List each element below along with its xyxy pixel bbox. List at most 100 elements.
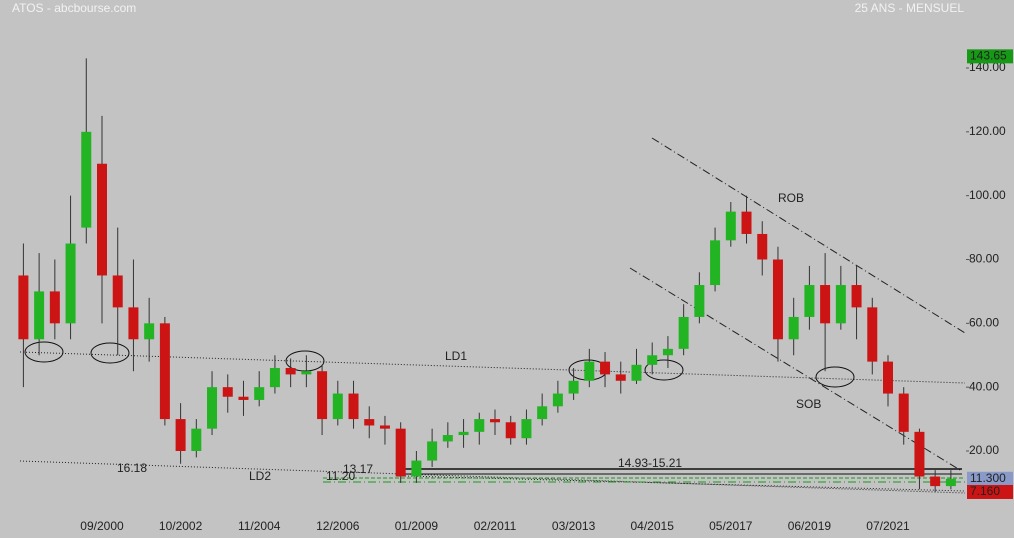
candle-body: [254, 387, 265, 400]
candle-body: [914, 431, 925, 477]
x-tick-label: 04/2015: [631, 519, 675, 533]
y-tick-label: 100.00: [969, 188, 1006, 202]
candle-body: [772, 259, 783, 340]
candle-body: [883, 361, 893, 394]
candle-body: [710, 240, 721, 286]
candle-body: [945, 478, 956, 487]
circle-marker: [815, 366, 855, 388]
x-tick-label: 10/2002: [159, 519, 203, 533]
candle-body: [411, 460, 422, 477]
x-tick-label: 01/2009: [395, 519, 439, 533]
annotation: 14.93-15.21: [618, 456, 682, 470]
annotation: 16.18: [117, 461, 147, 475]
candle-body: [835, 285, 846, 324]
candle-body: [97, 163, 107, 276]
annotation: LD1: [445, 349, 467, 363]
candle-body: [662, 348, 673, 356]
y-tick-label: 20.00: [969, 443, 999, 457]
candle-body: [600, 361, 611, 375]
price-tag: [967, 484, 1013, 499]
candle-body: [757, 233, 768, 260]
x-tick-label: 03/2013: [552, 519, 596, 533]
channel-line: [651, 137, 966, 334]
candle-body: [427, 441, 438, 461]
candle-body: [379, 425, 390, 429]
candle-body: [631, 364, 642, 381]
circle-marker: [285, 350, 325, 372]
annotation: 13.17: [343, 462, 373, 476]
candle-body: [144, 323, 155, 340]
y-tick-label: 80.00: [969, 252, 999, 266]
candle-body: [285, 368, 296, 375]
candle-body: [804, 285, 815, 317]
candle-body: [112, 275, 123, 308]
candle-body: [81, 131, 92, 228]
price-tag-label: 11.300: [970, 471, 1006, 485]
y-tick-label: 120.00: [969, 124, 1006, 138]
channel-line: [629, 267, 961, 471]
candle-body: [490, 419, 500, 423]
candle-body: [269, 368, 280, 388]
price-tag-label: 7.160: [970, 484, 1000, 498]
candle-body: [741, 211, 752, 234]
candle-body: [521, 419, 532, 439]
x-tick-label: 02/2011: [474, 519, 517, 533]
y-tick-label: 140.00: [969, 60, 1006, 74]
annotation: 11.20: [326, 469, 355, 483]
x-tick-label: 11/2004: [238, 519, 281, 533]
candle-body: [34, 291, 45, 340]
candle-body: [867, 307, 878, 362]
candle-body: [458, 431, 469, 436]
chart-subtitle: 25 ANS - MENSUEL: [855, 1, 965, 15]
candle-body: [301, 371, 312, 375]
candle-body: [49, 291, 60, 324]
annotation: LD2: [249, 469, 271, 483]
candle-body: [159, 323, 170, 420]
candle-body: [65, 243, 76, 324]
circle-marker: [24, 341, 64, 363]
candle-body: [442, 435, 453, 442]
candle-body: [207, 387, 218, 429]
candle-body: [788, 316, 799, 340]
annotation: ROB: [778, 191, 804, 205]
candle-body: [537, 406, 548, 420]
candle-body: [18, 275, 29, 340]
price-tag: [967, 471, 1013, 486]
y-tick-label: 60.00: [969, 316, 999, 330]
candle-body: [930, 476, 941, 487]
circle-marker: [90, 342, 130, 364]
candle-body: [128, 307, 139, 340]
x-tick-label: 12/2006: [316, 519, 360, 533]
chart-title: ATOS - abcbourse.com: [12, 1, 136, 15]
x-tick-label: 07/2021: [866, 519, 910, 533]
price-tag-label: 143.65: [970, 49, 1007, 63]
x-tick-label: 06/2019: [788, 519, 832, 533]
candle-body: [552, 393, 563, 407]
candle-body: [820, 285, 831, 324]
candle-body: [678, 316, 689, 349]
candle-body: [332, 393, 343, 420]
candle-body: [505, 422, 516, 439]
candle-body: [584, 361, 595, 381]
candle-body: [364, 419, 375, 426]
candle-body: [395, 428, 406, 477]
candle-body: [238, 396, 249, 400]
x-tick-label: 09/2000: [80, 519, 124, 533]
x-tick-label: 05/2017: [709, 519, 753, 533]
circle-marker: [644, 359, 684, 381]
y-tick-label: 40.00: [969, 379, 999, 393]
candle-body: [851, 285, 862, 308]
candle-body: [568, 380, 579, 394]
candle-body: [175, 419, 186, 451]
annotation: SOB: [796, 397, 821, 411]
candle-body: [222, 387, 233, 397]
price-tag: [967, 49, 1013, 64]
candle-body: [474, 419, 485, 432]
candle-body: [191, 428, 202, 451]
candle-body: [647, 355, 658, 365]
candle-body: [317, 371, 328, 420]
candle-body: [615, 374, 626, 381]
